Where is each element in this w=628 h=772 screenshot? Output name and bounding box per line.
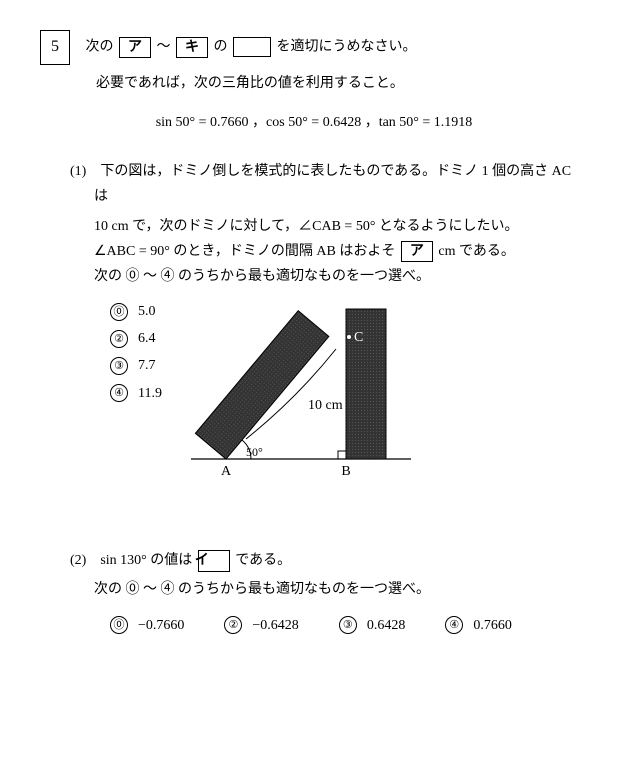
choice-num: ④ [110, 384, 128, 402]
q1-choice-3: ④ 11.9 [110, 381, 162, 406]
choice-val: 11.9 [138, 386, 162, 401]
empty-blank-box [233, 37, 271, 57]
intro-suffix: を適切にうめなさい。 [277, 40, 417, 55]
label-C: C [354, 330, 363, 345]
q1-text-1a: 下の図は，ドミノ倒しを模式的に表したものである。ドミノ 1 個の高さ AC は [94, 164, 571, 204]
problem-number-box: 5 [40, 30, 70, 65]
q2-line2: 次の ⓪ ～ ④ のうちから最も適切なものを一つ選べ。 [94, 577, 588, 602]
label-A: A [221, 464, 232, 479]
q2-label: (2) [70, 553, 86, 568]
q1-line1: (1) 下の図は，ドミノ倒しを模式的に表したものである。ドミノ 1 個の高さ A… [94, 159, 588, 209]
q2-choice-2: ③ 0.6428 [339, 613, 406, 638]
q1-figure: A B C 10 cm 50° [186, 289, 416, 498]
intro-tilde: ～ [157, 40, 171, 55]
intro-mid: の [214, 40, 228, 55]
choice-num: ⓪ [110, 616, 128, 634]
choice-val: 0.7660 [473, 618, 512, 633]
q1-choices: ⓪ 5.0 ② 6.4 ③ 7.7 ④ 11.9 [110, 299, 162, 408]
q2-choice-0: ⓪ −0.7660 [110, 613, 184, 638]
q2-blank-i: イ [198, 550, 230, 572]
q2-choices: ⓪ −0.7660 ② −0.6428 ③ 0.6428 ④ 0.7660 [110, 613, 588, 638]
question-1: (1) 下の図は，ドミノ倒しを模式的に表したものである。ドミノ 1 個の高さ A… [70, 159, 588, 498]
question-2: (2) sin 130° の値は イ である。 次の ⓪ ～ ④ のうちから最も… [70, 548, 588, 638]
choice-val: −0.7660 [138, 618, 184, 633]
sub-intro: 必要であれば，次の三角比の値を利用すること。 [96, 71, 588, 96]
label-length: 10 cm [308, 398, 343, 413]
choice-val: −0.6428 [252, 618, 298, 633]
q2-text-1b: である。 [235, 553, 291, 568]
blank-range-start: ア [119, 37, 151, 59]
choice-val: 5.0 [138, 304, 156, 319]
q2-line1: (2) sin 130° の値は イ である。 [94, 548, 588, 573]
q1-line3: 次の ⓪ ～ ④ のうちから最も適切なものを一つ選べ。 [94, 264, 588, 289]
q1-text-2b: cm である。 [438, 244, 514, 259]
q2-choice-1: ② −0.6428 [224, 613, 298, 638]
choice-val: 0.6428 [367, 618, 406, 633]
choice-num: ④ [445, 616, 463, 634]
label-B: B [341, 464, 350, 479]
q1-label: (1) [70, 164, 86, 179]
blank-range-end: キ [176, 37, 208, 59]
choice-num: ② [224, 616, 242, 634]
problem-header: 5 次の ア ～ キ の を適切にうめなさい。 [40, 30, 588, 65]
q1-text-1b: 10 cm で，次のドミノに対して，∠CAB = 50° となるようにしたい。 [94, 214, 588, 239]
label-angle: 50° [246, 445, 263, 459]
choice-num: ⓪ [110, 303, 128, 321]
q2-choice-3: ④ 0.7660 [445, 613, 512, 638]
q1-choice-1: ② 6.4 [110, 326, 162, 351]
q1-choice-2: ③ 7.7 [110, 353, 162, 378]
domino-diagram: A B C 10 cm 50° [186, 289, 416, 489]
trig-values: sin 50° = 0.7660 ，cos 50° = 0.6428 ，tan … [40, 110, 588, 135]
q1-text-2a: ∠ABC = 90° のとき，ドミノの間隔 AB はおよそ [94, 244, 395, 259]
choice-num: ③ [110, 357, 128, 375]
intro-prefix: 次の [86, 40, 114, 55]
choice-val: 7.7 [138, 358, 156, 373]
q1-choice-0: ⓪ 5.0 [110, 299, 162, 324]
q2-text-1a: sin 130° の値は [100, 553, 192, 568]
q1-blank-a: ア [401, 241, 433, 263]
q1-line2: ∠ABC = 90° のとき，ドミノの間隔 AB はおよそ ア cm である。 [94, 239, 588, 264]
choice-num: ② [110, 330, 128, 348]
choice-num: ③ [339, 616, 357, 634]
choice-val: 6.4 [138, 331, 156, 346]
